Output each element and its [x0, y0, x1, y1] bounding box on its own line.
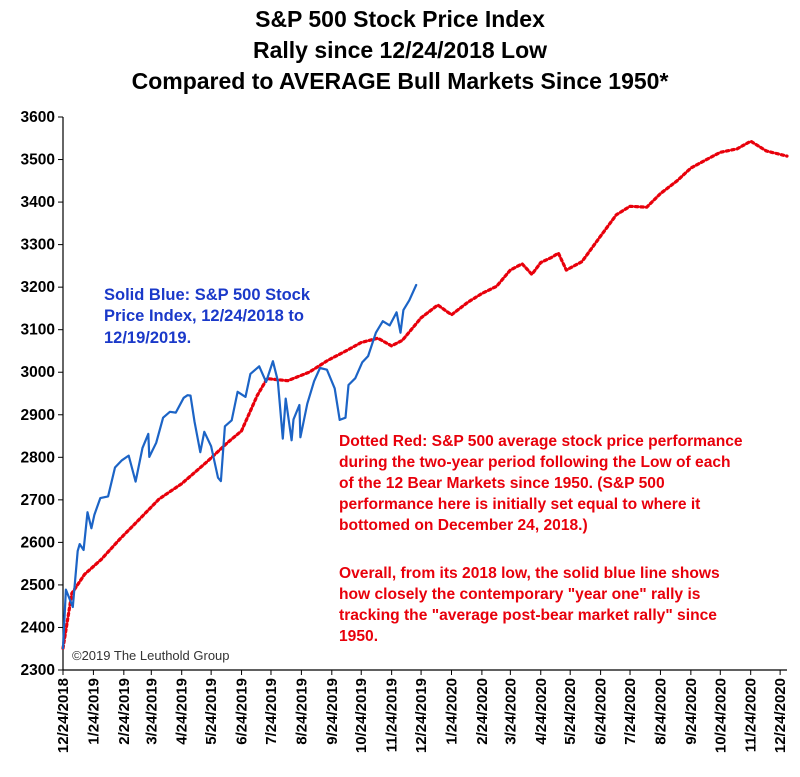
red-annotation-line-8: tracking the "average post-bear market r… — [339, 607, 717, 624]
x-tick-label: 3/24/2019 — [143, 678, 160, 745]
x-tick-label: 4/24/2020 — [533, 678, 550, 745]
x-tick-label: 4/24/2019 — [174, 678, 191, 745]
blue-annotation-line-2: Price Index, 12/24/2018 to — [104, 307, 304, 325]
chart-title-line-2: Rally since 12/24/2018 Low — [253, 37, 547, 63]
x-tick-label: 12/24/2018 — [55, 678, 72, 753]
blue-annotation-line-1: Solid Blue: S&P 500 Stock — [104, 286, 311, 304]
x-tick-label: 3/24/2020 — [502, 678, 519, 745]
x-tick-label: 1/24/2019 — [85, 678, 102, 745]
x-tick-label: 2/24/2020 — [474, 678, 491, 745]
y-tick-label: 2600 — [21, 534, 55, 551]
y-tick-label: 2800 — [21, 449, 55, 466]
x-tick-label: 8/24/2020 — [652, 678, 669, 745]
x-tick-label: 5/24/2019 — [203, 678, 220, 745]
x-tick-label: 6/24/2019 — [234, 678, 251, 745]
y-tick-label: 2700 — [21, 492, 55, 509]
y-axis-ticks: 2300 2400 2500 2600 2700 2800 2900 3000 3100 3200… — [21, 109, 63, 679]
chart-title: S&P 500 Stock Price Index Rally since 12… — [132, 6, 669, 94]
y-tick-label: 3300 — [21, 237, 55, 254]
y-tick-label: 3100 — [21, 322, 55, 339]
red-annotation-line-6: Overall, from its 2018 low, the solid bl… — [339, 565, 720, 582]
x-tick-label: 6/24/2020 — [593, 678, 610, 745]
x-tick-label: 12/24/2019 — [413, 678, 430, 753]
y-tick-label: 2300 — [21, 662, 55, 679]
x-tick-label: 9/24/2019 — [324, 678, 341, 745]
red-annotation-line-4: performance here is initially set equal … — [339, 496, 700, 513]
x-tick-label: 5/24/2020 — [562, 678, 579, 745]
blue-annotation-line-3: 12/19/2019. — [104, 329, 191, 347]
x-tick-label: 12/24/2020 — [772, 678, 789, 753]
red-annotation-line-9: 1950. — [339, 628, 378, 645]
x-tick-label: 2/24/2019 — [116, 678, 133, 745]
red-annotation-line-7: how closely the contemporary "year one" … — [339, 586, 701, 603]
red-annotation-line-1: Dotted Red: S&P 500 average stock price … — [339, 433, 743, 450]
x-tick-label: 10/24/2020 — [712, 678, 729, 753]
red-annotation-line-5: bottomed on December 24, 2018.) — [339, 517, 588, 534]
red-series-annotation: Dotted Red: S&P 500 average stock price … — [339, 433, 743, 645]
x-tick-label: 11/24/2019 — [384, 678, 401, 752]
copyright-note: ©2019 The Leuthold Group — [72, 648, 230, 663]
x-tick-label: 10/24/2019 — [353, 678, 370, 753]
y-tick-label: 3200 — [21, 279, 55, 296]
y-tick-label: 3600 — [21, 109, 55, 126]
y-tick-label: 2500 — [21, 577, 55, 594]
series-average-bull-market — [61, 139, 789, 650]
series-group — [61, 139, 789, 650]
y-tick-label: 3500 — [21, 152, 55, 169]
y-tick-label: 2400 — [21, 619, 55, 636]
y-tick-label: 3400 — [21, 194, 55, 211]
y-tick-label: 3000 — [21, 364, 55, 381]
red-annotation-line-2: during the two-year period following the… — [339, 454, 731, 471]
axes — [62, 117, 787, 671]
x-tick-label: 9/24/2020 — [683, 678, 700, 745]
x-tick-label: 7/24/2019 — [263, 678, 280, 745]
x-tick-label: 1/24/2020 — [443, 678, 460, 745]
x-tick-label: 11/24/2020 — [743, 678, 760, 752]
x-axis-ticks: 12/24/2018 1/24/2019 2/24/2019 3/24/2019 4/2… — [55, 670, 789, 753]
x-tick-label: 8/24/2019 — [293, 678, 310, 745]
chart-title-line-1: S&P 500 Stock Price Index — [255, 6, 545, 32]
y-tick-label: 2900 — [21, 407, 55, 424]
chart-title-line-3: Compared to AVERAGE Bull Markets Since 1… — [132, 68, 669, 94]
blue-series-annotation: Solid Blue: S&P 500 Stock Price Index, 1… — [104, 286, 311, 347]
x-tick-label: 7/24/2020 — [622, 678, 639, 745]
series-sp500-actual — [61, 283, 418, 650]
red-annotation-line-3: of the 12 Bear Markets since 1950. (S&P … — [339, 475, 665, 492]
